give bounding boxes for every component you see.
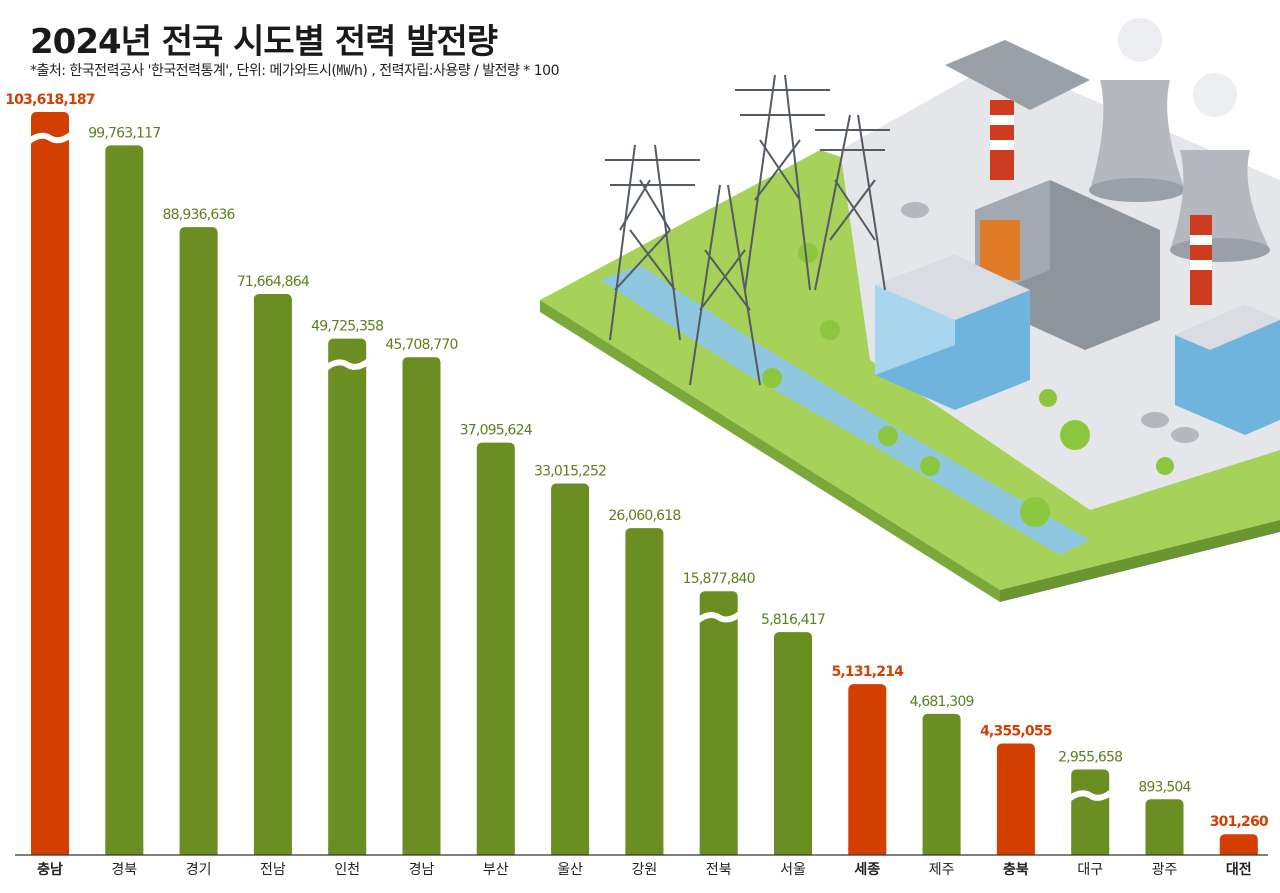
bar-충북 [996,743,1035,855]
value-label-대구: 2,955,658 [1058,750,1122,766]
bar-base-경기 [179,847,218,855]
axis-break-충남 [26,131,74,145]
value-label-인천: 49,725,358 [311,319,383,335]
bar-base-대구 [1071,847,1110,855]
bar-경기 [179,227,218,856]
category-label-전북: 전북 [706,862,732,878]
category-label-인천: 인천 [334,862,360,878]
category-label-광주: 광주 [1152,862,1178,878]
chart-title: 2024년 전국 시도별 전력 발전량 [30,22,498,62]
category-label-서울: 서울 [780,862,806,878]
bar-제주 [922,713,961,855]
value-label-경기: 88,936,636 [163,207,236,223]
category-label-충북: 충북 [1003,862,1029,878]
bar-경남 [402,357,441,855]
bar-base-제주 [922,847,961,855]
value-label-제주: 4,681,309 [910,694,974,710]
bar-충남 [31,112,69,855]
axis-break-대구 [1066,789,1115,802]
bar-base-세종 [848,847,887,855]
bar-base-경북 [105,847,144,855]
value-label-서울: 5,816,417 [761,612,825,628]
category-label-경북: 경북 [111,862,137,878]
bar-base-부산 [476,847,515,855]
value-label-전북: 15,877,840 [683,571,755,587]
bar-base-강원 [625,847,664,855]
bar-경북 [105,145,144,855]
value-label-전남: 71,664,864 [237,274,310,290]
category-label-경기: 경기 [186,862,212,878]
value-label-강원: 26,060,618 [608,508,680,524]
axis-break-인천 [323,358,372,372]
category-label-경남: 경남 [409,862,435,878]
bar-인천 [328,338,367,855]
bar-부산 [476,442,515,855]
bar-base-충남 [31,847,69,855]
bar-base-전남 [253,847,292,855]
value-label-광주: 893,504 [1138,779,1191,795]
category-label-세종: 세종 [854,862,880,878]
category-label-대구: 대구 [1077,862,1103,878]
bar-전북 [699,591,738,855]
chart-subtitle: *출처: 한국전력공사 '한국전력통계', 단위: 메가와트시(㎿/h) , 전… [30,63,559,79]
category-labels-group: 충남 경북 경기 전남 인천 경남 부산 울산 강원 전북 서울 세종 제주 충북 대구 광주 대전 [37,861,1252,878]
power-plant-illustration [540,18,1280,602]
bar-base-광주 [1145,847,1184,855]
category-label-대전: 대전 [1226,861,1252,878]
bar-서울 [774,632,812,855]
bar-강원 [625,528,664,855]
bar-base-충북 [996,847,1035,855]
value-label-세종: 5,131,214 [831,664,904,680]
bar-울산 [551,483,590,855]
category-label-울산: 울산 [557,862,583,878]
bar-base-전북 [699,847,738,855]
value-labels-group: 103,618,187 99,763,117 88,936,636 71,664,86… [5,92,1269,830]
bar-전남 [253,294,292,855]
bar-base-경남 [402,847,441,855]
value-label-경남: 45,708,770 [385,337,457,353]
bar-base-인천 [328,847,367,855]
bar-base-대전 [1219,847,1258,855]
category-label-충남: 충남 [37,861,63,878]
value-label-대전: 301,260 [1210,814,1269,830]
category-label-강원: 강원 [632,862,658,878]
value-label-충북: 4,355,055 [980,724,1052,740]
bar-세종 [848,684,887,855]
category-label-제주: 제주 [929,862,955,878]
bars-group [26,112,1258,856]
bar-대구 [1071,769,1110,855]
value-label-경북: 99,763,117 [88,125,160,141]
value-label-충남: 103,618,187 [5,92,95,108]
bar-base-울산 [551,847,590,855]
value-label-울산: 33,015,252 [534,464,606,480]
bar-base-서울 [774,847,812,855]
category-label-전남: 전남 [260,862,286,878]
bar-광주 [1145,799,1184,855]
value-label-부산: 37,095,624 [460,423,533,439]
axis-break-전북 [694,610,743,624]
category-label-부산: 부산 [483,862,509,878]
